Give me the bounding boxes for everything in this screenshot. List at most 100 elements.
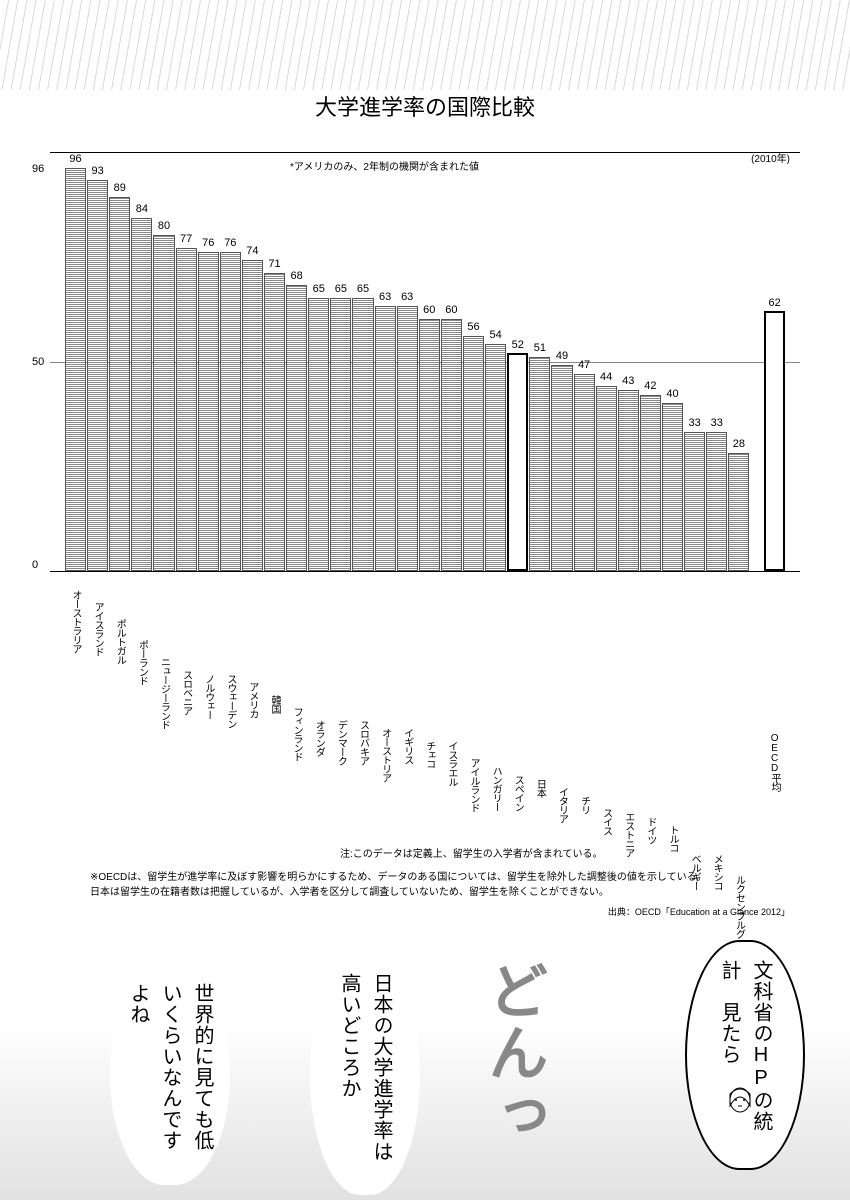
bar: 43 xyxy=(618,390,639,571)
bar-value: 60 xyxy=(445,304,457,316)
bar: 65 xyxy=(352,298,373,571)
bar: 49 xyxy=(551,365,572,571)
bar: 28 xyxy=(728,453,749,571)
y-tick-50: 50 xyxy=(32,356,44,368)
bar-value: 60 xyxy=(423,304,435,316)
bar: 42 xyxy=(640,395,661,571)
bar-value: 56 xyxy=(467,321,479,333)
bar-label: フィンランド xyxy=(289,707,304,761)
bar-label: ハンガリー xyxy=(488,766,503,811)
bubble-1-text: 文科省のHPの統計 見たら xyxy=(713,960,777,1150)
bar-wrap: 74アメリカ xyxy=(242,260,263,571)
speech-bubble-1: 文科省のHPの統計 見たら xyxy=(685,940,805,1170)
chart-title: 大学進学率の国際比較 xyxy=(50,90,800,122)
bar-label: 日本 xyxy=(532,779,547,797)
sound-effect-text: どんっ xyxy=(470,960,557,1146)
bar: 44 xyxy=(596,386,617,571)
bar-label: スロベニア xyxy=(179,670,194,715)
bar-label: メキシコ xyxy=(709,854,724,890)
bar: 77 xyxy=(176,248,197,571)
bar: 63 xyxy=(375,306,396,571)
bar-label: ドイツ xyxy=(643,817,658,844)
bar-label: チリ xyxy=(577,796,592,814)
bar: 93 xyxy=(87,180,108,571)
bar-label: スロバキア xyxy=(355,720,370,765)
bar-label: スウェーデン xyxy=(223,674,238,728)
bar-wrap: 71韓国 xyxy=(264,273,285,571)
bar-value: 68 xyxy=(291,270,303,282)
bar-wrap: 77スロベニア xyxy=(176,248,197,571)
bar-value: 84 xyxy=(136,203,148,215)
bar: 60 xyxy=(419,319,440,571)
footnote-definition: 注:このデータは定義上、留学生の入学者が含まれている。 xyxy=(340,845,602,860)
bar-value: 65 xyxy=(357,283,369,295)
bar-label: 韓国 xyxy=(267,695,282,713)
bar-label: アイスランド xyxy=(90,602,105,656)
y-tick-top: 96 xyxy=(32,163,44,175)
bar-value: 44 xyxy=(600,371,612,383)
bar-value: 76 xyxy=(202,237,214,249)
bar-value: 40 xyxy=(666,388,678,400)
y-tick-0: 0 xyxy=(32,559,38,571)
bar: 68 xyxy=(286,285,307,571)
bar-wrap: 63イギリス xyxy=(397,306,418,571)
bar-label: トルコ xyxy=(665,825,680,852)
bar-wrap: 62OECD平均 xyxy=(764,311,785,571)
bar-value: 63 xyxy=(379,291,391,303)
bar-value: 74 xyxy=(246,245,258,257)
bar-value: 77 xyxy=(180,233,192,245)
bar-wrap: 33メキシコ xyxy=(706,432,727,571)
bar-wrap: 51日本 xyxy=(529,357,550,571)
bar-label: ノルウェー xyxy=(201,674,216,719)
bar-label: デンマーク xyxy=(333,720,348,765)
bar-wrap: 28ルクセンブルグ xyxy=(728,453,749,571)
bar-label: オーストリア xyxy=(378,728,393,782)
bar-value: 42 xyxy=(644,380,656,392)
bar: 52 xyxy=(507,353,528,571)
bar-wrap: 96オーストラリア xyxy=(65,168,86,571)
bar-value: 93 xyxy=(92,165,104,177)
bar-wrap: 56アイルランド xyxy=(463,336,484,571)
oecd-note: ※OECDは、留学生が進学率に及ぼす影響を明らかにするため、データのある国につい… xyxy=(90,870,707,900)
oecd-note-line1: ※OECDは、留学生が進学率に及ぼす影響を明らかにするため、データのある国につい… xyxy=(90,870,707,885)
bar-label: イギリス xyxy=(400,728,415,764)
bar-wrap: 80ニュージーランド xyxy=(153,235,174,571)
bar-label: OECD平均 xyxy=(767,733,782,791)
bar: 47 xyxy=(574,374,595,571)
bar-value: 96 xyxy=(69,153,81,165)
bar-wrap: 40トルコ xyxy=(662,403,683,571)
bar: 65 xyxy=(330,298,351,571)
bar-label: スペイン xyxy=(510,775,525,811)
bars-group: 96オーストラリア93アイスランド89ポルトガル84ポーランド80ニュージーラン… xyxy=(65,152,785,571)
bar-label: アメリカ xyxy=(245,682,260,718)
bar-label: ニュージーランド xyxy=(156,657,171,729)
bar-value: 71 xyxy=(268,258,280,270)
bar-wrap: 60チェコ xyxy=(419,319,440,571)
bar-wrap: 63オーストリア xyxy=(375,306,396,571)
bar-value: 52 xyxy=(512,339,524,351)
bar-wrap: 54ハンガリー xyxy=(485,344,506,571)
bar-wrap: 44スイス xyxy=(596,386,617,571)
bubble-3-text: 世界的に見ても低いくらいなんですよね xyxy=(122,983,218,1167)
bar-label: オーストラリア xyxy=(68,590,83,653)
bar-value: 89 xyxy=(114,182,126,194)
bar-label: ポルトガル xyxy=(112,619,127,664)
bar-value: 33 xyxy=(711,417,723,429)
bar-value: 47 xyxy=(578,359,590,371)
bar-value: 76 xyxy=(224,237,236,249)
bar: 33 xyxy=(684,432,705,571)
bar: 80 xyxy=(153,235,174,571)
bar-wrap: 89ポルトガル xyxy=(109,197,130,571)
bar: 56 xyxy=(463,336,484,571)
bar-wrap: 65オランダ xyxy=(308,298,329,571)
bar-wrap: 33ベルギー xyxy=(684,432,705,571)
bar-value: 65 xyxy=(313,283,325,295)
bar-wrap: 49イタリア xyxy=(551,365,572,571)
bar: 71 xyxy=(264,273,285,571)
bar: 76 xyxy=(220,252,241,571)
character-face-icon xyxy=(725,1080,755,1118)
bar-value: 62 xyxy=(768,297,780,309)
bar-label: アイルランド xyxy=(466,758,481,812)
speech-bubble-2: 日本の大学進学率は高いどころか xyxy=(310,955,420,1195)
chart-plot-area: 96 50 0 96オーストラリア93アイスランド89ポルトガル84ポーランド8… xyxy=(50,152,800,572)
